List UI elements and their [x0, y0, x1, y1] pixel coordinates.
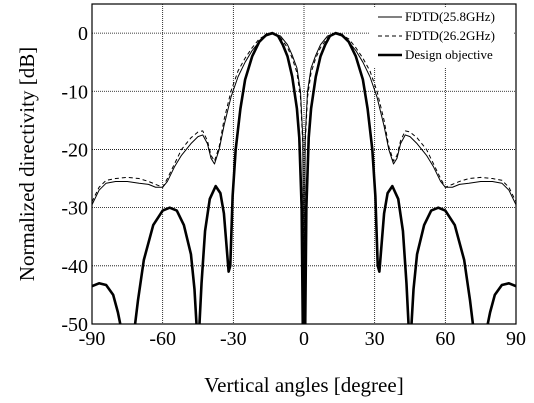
x-axis-label: Vertical angles [degree]: [204, 373, 403, 397]
legend-label-design-objective: Design objective: [405, 47, 493, 62]
series-lines: [92, 31, 516, 324]
y-tick-label: -30: [61, 198, 88, 220]
y-tick-label: -10: [61, 81, 88, 103]
x-tick-label: 30: [365, 328, 385, 350]
series-line-0: [92, 33, 516, 324]
series-line-1: [92, 33, 516, 324]
y-axis-label: Normalized directivity [dB]: [15, 47, 39, 281]
y-tick-label: -40: [61, 256, 88, 278]
y-tick-label: -20: [61, 139, 88, 161]
legend-box: [370, 8, 514, 68]
series-line-2: [92, 31, 516, 324]
x-tick-label: -30: [220, 328, 247, 350]
legend-label-fdtd-25-8: FDTD(25.8GHz): [405, 9, 495, 24]
y-tick-label: 0: [78, 23, 88, 45]
axis-ticks: -90 -60 -30 0 30 60 90 0 -10 -20 -30 -40 -50: [61, 23, 526, 350]
legend: FDTD(25.8GHz) FDTD(26.2GHz) Design objec…: [370, 8, 514, 68]
x-tick-label: -90: [79, 328, 106, 350]
x-tick-label: 60: [435, 328, 455, 350]
x-tick-label: 0: [299, 328, 309, 350]
plot-frame: [91, 3, 517, 325]
x-tick-label: -60: [149, 328, 176, 350]
x-tick-label: 90: [506, 328, 526, 350]
y-tick-label: -50: [61, 314, 88, 336]
legend-label-fdtd-26-2: FDTD(26.2GHz): [405, 28, 495, 43]
